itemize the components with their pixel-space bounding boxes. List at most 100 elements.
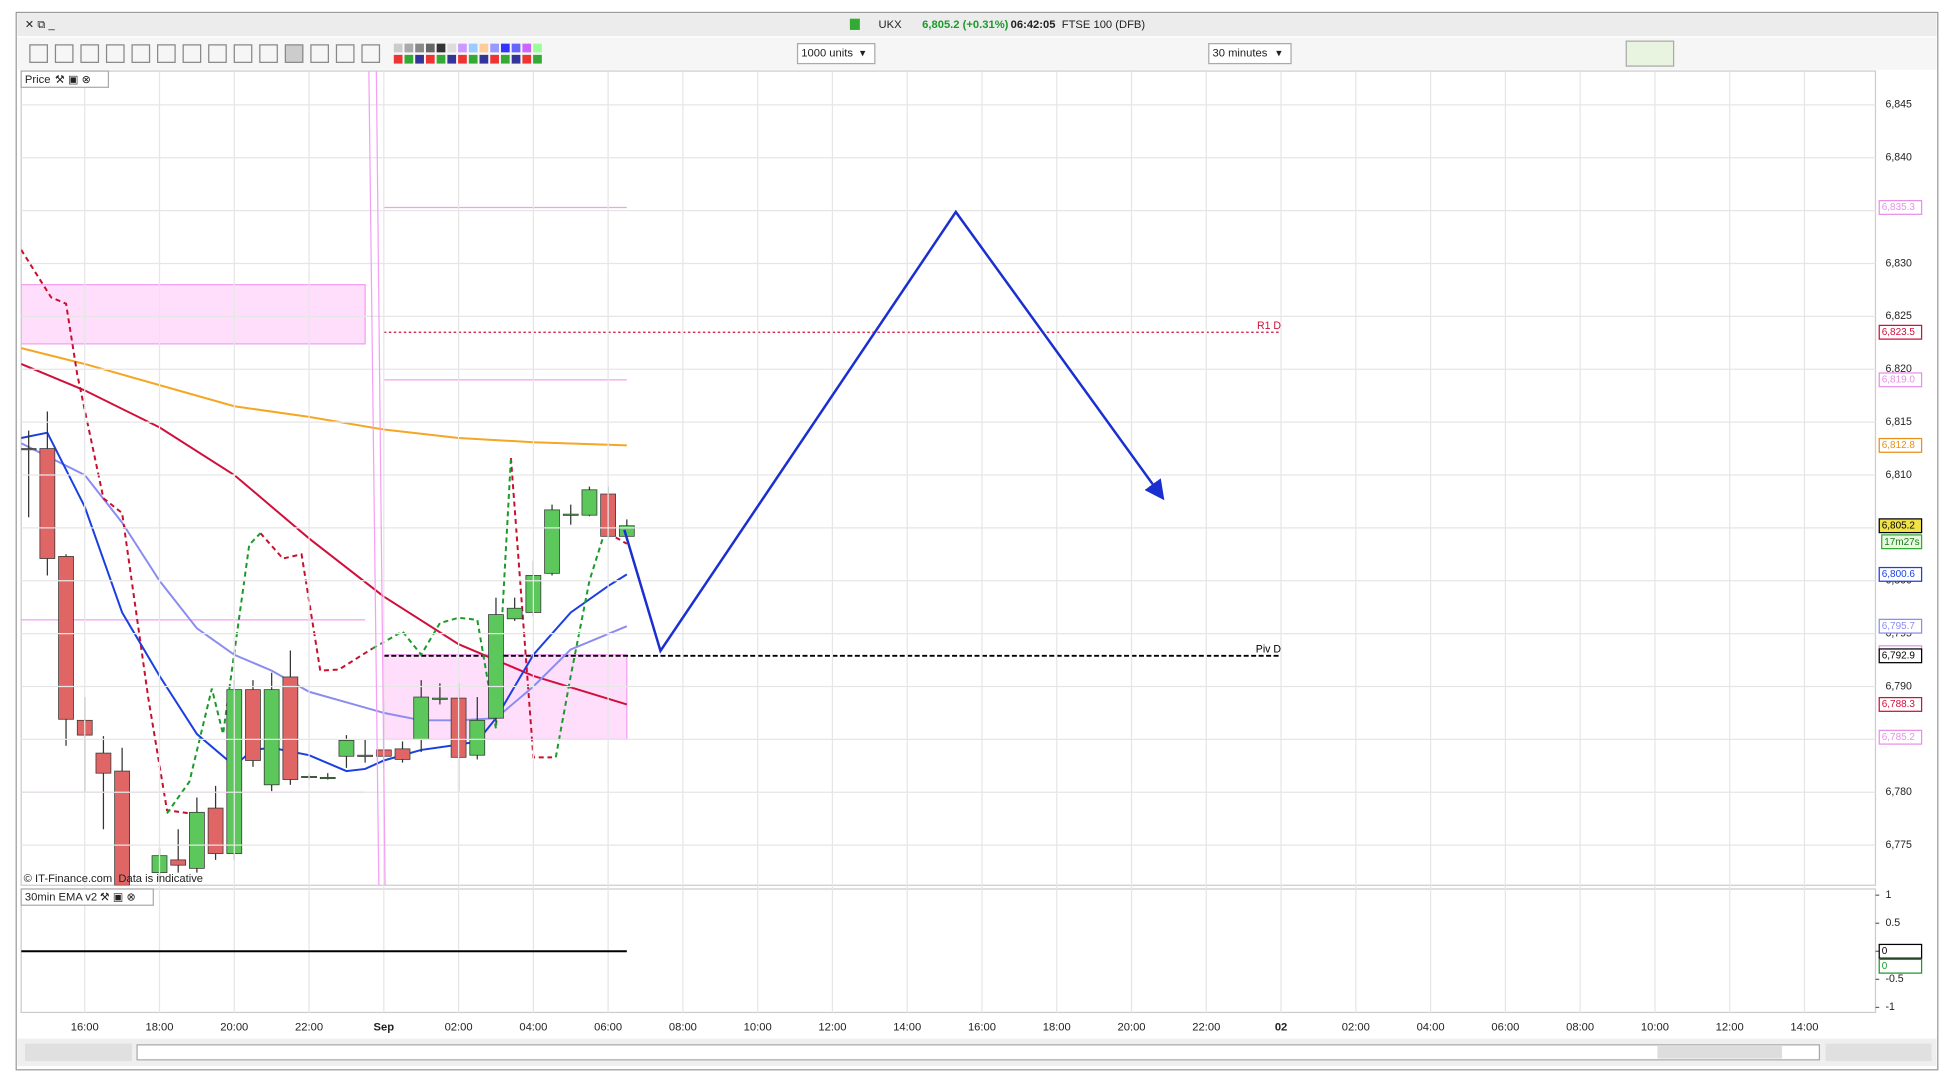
x-tick-label: 20:00 xyxy=(1118,1021,1146,1033)
x-tick-label: 06:00 xyxy=(1491,1021,1519,1033)
pivot-label: R1 D xyxy=(1257,320,1281,332)
chart-type-button[interactable] xyxy=(1625,40,1675,67)
bottom-tools[interactable] xyxy=(24,1043,133,1062)
color-swatch[interactable] xyxy=(425,43,435,53)
disclaimer: Data is indicative xyxy=(118,873,203,885)
tool-button[interactable] xyxy=(157,44,176,63)
x-tick-label: 22:00 xyxy=(295,1021,323,1033)
color-swatch[interactable] xyxy=(436,54,446,64)
dropdown-arrow: ▾ xyxy=(1276,48,1282,60)
color-swatch[interactable] xyxy=(415,54,424,64)
color-swatch[interactable] xyxy=(447,43,457,53)
color-swatch[interactable] xyxy=(479,54,489,64)
candle-body xyxy=(488,614,504,719)
panel-tab[interactable] xyxy=(20,888,154,906)
tool-button[interactable] xyxy=(208,44,227,63)
tool-button[interactable] xyxy=(361,44,381,63)
tool-button[interactable] xyxy=(105,44,125,63)
color-swatch[interactable] xyxy=(511,43,521,53)
candle-body xyxy=(338,740,355,757)
color-swatch[interactable] xyxy=(490,43,499,53)
x-tick-label: 06:00 xyxy=(594,1021,622,1033)
zoom-tools[interactable] xyxy=(1825,1043,1932,1062)
tool-button[interactable] xyxy=(182,44,202,63)
price-level-box xyxy=(1878,729,1923,745)
price-level-box xyxy=(1878,566,1923,582)
color-swatch[interactable] xyxy=(404,43,414,53)
copyright: © IT-Finance.com xyxy=(24,873,113,885)
color-swatch[interactable] xyxy=(533,54,542,64)
tool-button[interactable] xyxy=(54,44,74,63)
indicator-line xyxy=(21,442,628,722)
interval-select[interactable] xyxy=(1208,43,1292,65)
color-swatch[interactable] xyxy=(425,54,435,64)
price-level-box xyxy=(1878,324,1923,340)
color-swatch[interactable] xyxy=(522,54,532,64)
x-tick-label: 10:00 xyxy=(1641,1021,1669,1033)
color-swatch[interactable] xyxy=(468,43,478,53)
y-tick-label: 6,790 xyxy=(1885,680,1912,692)
candle-body xyxy=(189,811,205,869)
tool-button[interactable] xyxy=(29,44,48,63)
color-swatch[interactable] xyxy=(500,43,510,53)
color-swatch[interactable] xyxy=(479,43,489,53)
price-level-label: 6,835.3 xyxy=(1882,202,1916,213)
x-tick-label: 08:00 xyxy=(1566,1021,1594,1033)
scrollbar[interactable] xyxy=(136,1044,1821,1061)
tool-button[interactable] xyxy=(233,44,253,63)
forecast-drawing[interactable] xyxy=(623,209,1165,654)
candle-body xyxy=(469,719,486,756)
tool-button[interactable] xyxy=(335,44,355,63)
dropdown-arrow: ▾ xyxy=(860,48,866,60)
color-swatch[interactable] xyxy=(404,54,414,64)
color-swatch[interactable] xyxy=(415,43,424,53)
market-name: FTSE 100 (DFB) xyxy=(1062,19,1146,31)
price-level-label: 6,785.2 xyxy=(1882,732,1916,743)
candle-body xyxy=(39,448,56,559)
color-swatch[interactable] xyxy=(393,54,403,64)
symbol-icon xyxy=(849,18,860,30)
color-swatch[interactable] xyxy=(533,43,542,53)
color-swatch[interactable] xyxy=(490,54,499,64)
interval-label[interactable]: 30 minutes xyxy=(1213,48,1268,60)
scroll-thumb[interactable] xyxy=(1657,1046,1783,1059)
symbol[interactable]: UKX xyxy=(879,19,903,31)
color-swatch[interactable] xyxy=(511,54,521,64)
candle-body xyxy=(245,689,261,761)
price-level-label: 6,795.7 xyxy=(1882,621,1916,632)
x-tick-label: 12:00 xyxy=(1716,1021,1744,1033)
color-swatch[interactable] xyxy=(436,43,446,53)
candle-body xyxy=(506,607,523,620)
x-tick-label: 16:00 xyxy=(71,1021,99,1033)
color-swatch[interactable] xyxy=(393,43,403,53)
candle-body xyxy=(21,448,37,451)
price-level-box xyxy=(1878,518,1923,534)
y-tick-label: 6,825 xyxy=(1885,310,1912,322)
y-tick-label: 6,840 xyxy=(1885,152,1912,164)
color-swatch[interactable] xyxy=(447,54,457,64)
color-swatch[interactable] xyxy=(458,43,467,53)
tool-button[interactable] xyxy=(131,44,151,63)
price-level-box xyxy=(1878,618,1923,634)
color-swatch[interactable] xyxy=(468,54,478,64)
units-select[interactable] xyxy=(796,43,876,65)
units-label[interactable]: 1000 units xyxy=(801,48,853,60)
candle-body xyxy=(562,513,579,516)
tool-button[interactable] xyxy=(259,44,278,63)
x-tick-label: 02:00 xyxy=(1342,1021,1370,1033)
panel-tab[interactable] xyxy=(20,70,110,88)
window-controls[interactable]: ✕ ⧉ _ xyxy=(25,19,56,31)
panel-tools[interactable]: ⚒ ▣ ⊗ xyxy=(55,74,91,86)
tool-button[interactable] xyxy=(310,44,329,63)
color-swatch[interactable] xyxy=(458,54,467,64)
tool-button[interactable] xyxy=(284,44,304,63)
y-tick-label: -1 xyxy=(1885,1001,1895,1013)
y-tick-label: 6,845 xyxy=(1885,99,1912,111)
color-swatch[interactable] xyxy=(522,43,532,53)
price-level-label: 6,788.3 xyxy=(1882,699,1916,710)
panel-tools[interactable]: ⚒ ▣ ⊗ xyxy=(100,892,136,904)
y-tick-label: 6,830 xyxy=(1885,257,1912,269)
color-swatch[interactable] xyxy=(500,54,510,64)
tool-button[interactable] xyxy=(80,44,100,63)
